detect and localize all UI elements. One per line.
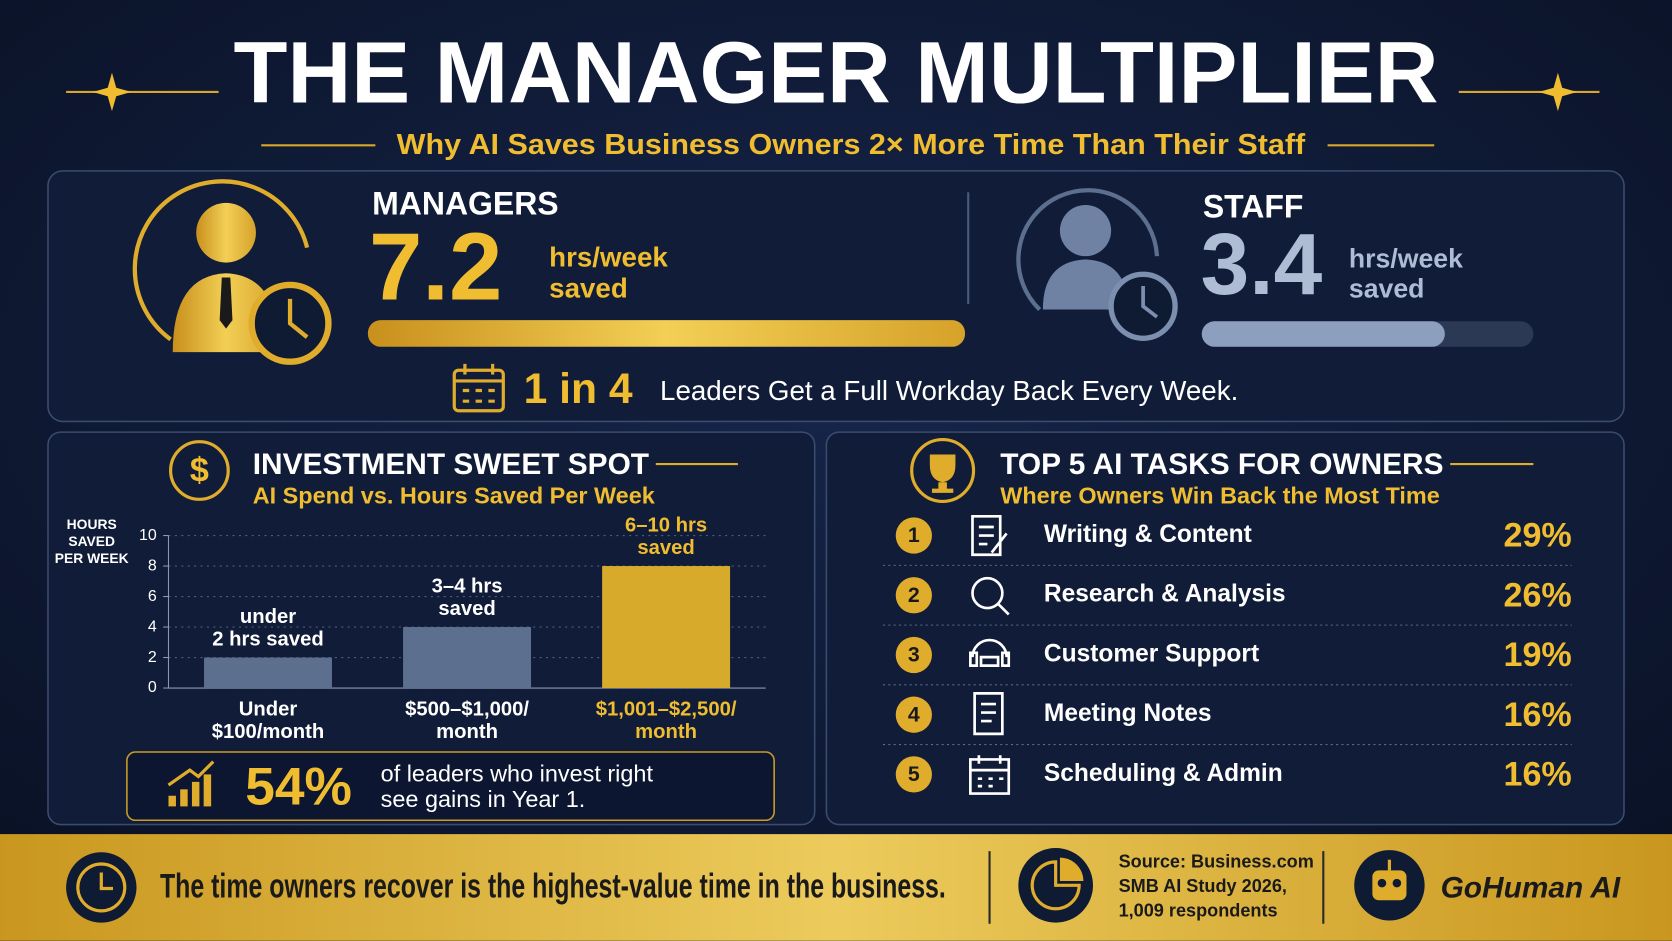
growth-icon <box>167 760 215 807</box>
stat: 3.4 <box>1201 215 1323 313</box>
dollar-icon <box>169 440 230 501</box>
bar <box>403 627 532 689</box>
task-label: Customer Support <box>1044 640 1259 667</box>
rank: 2 <box>908 583 920 607</box>
highlight-stat: 1 in 4 <box>524 365 633 413</box>
rank-badge <box>895 577 932 614</box>
y-tick-label: 4 <box>148 618 157 635</box>
source: Source: Business.com <box>1119 852 1314 872</box>
rank: 5 <box>908 762 920 786</box>
x-tick-label: $1,001–$2,500/month <box>596 699 737 743</box>
y-tick-label: 10 <box>139 527 157 544</box>
callout-text: of leaders who invest right <box>381 761 654 787</box>
section-title: TOP 5 AI TASKS FOR OWNERS <box>1000 448 1443 481</box>
y-axis-label: HOURS SAVED PER WEEK <box>55 516 129 566</box>
robot-icon <box>1392 878 1402 888</box>
progress-bar <box>367 320 966 347</box>
x-tick-label: $500–$1,000/month <box>405 699 529 743</box>
callout-text: see gains in Year 1. <box>381 786 586 812</box>
task-list: 1 Writing & Content 29% 2 Research & Analysi… <box>882 515 1572 795</box>
task-share: 29% <box>1503 517 1571 555</box>
task-label: Meeting Notes <box>1044 700 1212 727</box>
robot-icon <box>1372 870 1407 901</box>
panel <box>47 170 1625 423</box>
manager-icon <box>132 179 332 365</box>
quote: The time owners recover is the highest-v… <box>160 868 946 906</box>
task-icon <box>973 692 1004 736</box>
trophy-icon <box>929 454 956 493</box>
dollar-icon: $ <box>190 452 209 490</box>
x-tick-label: Under $100/month <box>212 699 325 743</box>
clock-icon <box>99 872 114 891</box>
unit: hrs/week <box>1349 243 1463 273</box>
bar-chart: HOURS SAVED PER WEEK 0 2 4 6 8 10 under 2 hrs save… <box>55 515 766 743</box>
bar <box>602 566 731 689</box>
task-share: 26% <box>1503 576 1571 614</box>
y-tick-label: 8 <box>148 557 157 574</box>
section-title: INVESTMENT SWEET SPOT <box>253 448 649 481</box>
y-tick-label: 6 <box>148 588 157 605</box>
rank-badge <box>895 756 932 793</box>
rank: 4 <box>908 702 920 726</box>
stat: 7.2 <box>369 214 502 321</box>
staff-icon <box>1016 188 1178 341</box>
unit: saved <box>549 273 628 304</box>
task-icon <box>971 515 1008 557</box>
y-tick-label: 2 <box>148 649 157 666</box>
source: SMB AI Study 2026, <box>1119 876 1287 896</box>
unit: saved <box>1349 273 1425 303</box>
subtitle: Why AI Saves Business Owners 2× More Tim… <box>397 129 1306 161</box>
bar <box>204 657 332 689</box>
data-label: 6–10 hrs saved <box>625 515 707 559</box>
task-icon <box>969 638 1011 667</box>
callout <box>126 751 775 822</box>
section-subtitle: AI Spend vs. Hours Saved Per Week <box>253 482 656 508</box>
task-share: 16% <box>1503 756 1571 794</box>
pie-icon <box>1059 857 1084 882</box>
rank: 1 <box>908 523 920 547</box>
task-label: Research & Analysis <box>1044 581 1286 608</box>
pie-icon <box>1030 860 1081 911</box>
brand: GoHuman AI <box>1441 871 1621 904</box>
data-label: under 2 hrs saved <box>212 606 323 650</box>
clock-icon <box>76 862 127 913</box>
decor <box>66 90 1600 147</box>
label: STAFF <box>1203 189 1304 225</box>
callout-stat: 54% <box>245 757 352 816</box>
rank-badge <box>895 636 932 674</box>
task-label: Writing & Content <box>1044 521 1252 548</box>
rank: 3 <box>908 643 920 667</box>
data-label: 3–4 hrs saved <box>432 576 503 620</box>
title: THE MANAGER MULTIPLIER <box>234 23 1439 121</box>
rank-badge <box>895 517 932 554</box>
task-icon <box>969 755 1011 795</box>
section-subtitle: Where Owners Win Back the Most Time <box>1000 482 1440 508</box>
rank-badge <box>895 696 932 733</box>
robot-icon <box>1377 878 1387 888</box>
panel <box>825 431 1625 826</box>
highlight-text: Leaders Get a Full Workday Back Every We… <box>660 375 1238 406</box>
source: 1,009 respondents <box>1119 901 1278 921</box>
calendar-icon <box>452 363 505 413</box>
task-share: 16% <box>1503 696 1571 734</box>
y-tick-label: 0 <box>148 679 157 696</box>
trophy-icon <box>910 437 976 504</box>
label: MANAGERS <box>372 186 559 222</box>
unit: hrs/week <box>549 242 668 273</box>
progress-bar <box>1201 321 1445 347</box>
task-share: 19% <box>1503 636 1571 674</box>
task-label: Scheduling & Admin <box>1044 760 1283 787</box>
task-icon <box>971 576 1010 616</box>
